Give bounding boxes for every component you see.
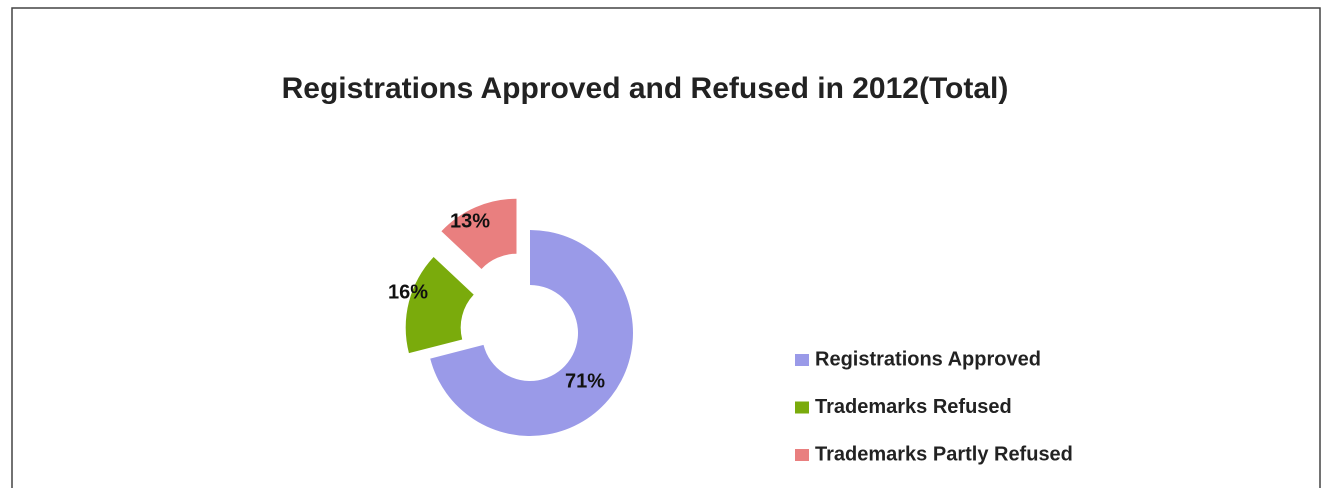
donut-segment	[430, 230, 633, 437]
legend-swatch	[795, 354, 809, 366]
donut-segment	[405, 257, 474, 354]
legend-label: Trademarks Partly Refused	[815, 443, 1073, 465]
data-label: 71%	[565, 370, 605, 392]
donut-segment	[441, 198, 517, 269]
legend-label: Trademarks Refused	[815, 396, 1012, 418]
chart-title: Registrations Approved and Refused in 20…	[282, 72, 1009, 105]
legend-label: Registrations Approved	[815, 348, 1041, 370]
legend-swatch	[795, 449, 809, 461]
data-label: 16%	[388, 281, 428, 303]
data-label: 13%	[450, 210, 490, 232]
chart-frame	[11, 7, 1321, 488]
legend-swatch	[795, 401, 809, 414]
